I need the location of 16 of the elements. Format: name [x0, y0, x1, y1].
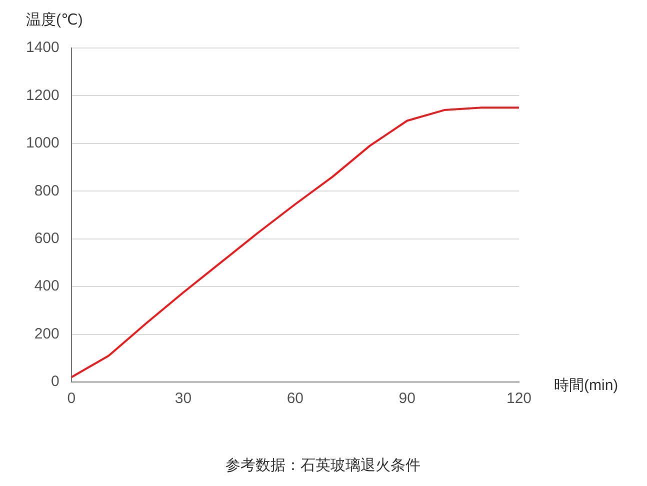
x-axis-title: 時間(min) — [554, 377, 618, 394]
x-tick-label: 120 — [506, 390, 532, 408]
x-tick-label: 60 — [286, 390, 304, 408]
y-tick-label: 1400 — [26, 39, 60, 56]
y-tick-label: 400 — [34, 278, 60, 295]
x-tick-label: 0 — [67, 390, 76, 408]
y-tick-label: 1200 — [26, 86, 60, 104]
y-axis-title: 温度(℃) — [26, 12, 83, 29]
y-tick-label: 800 — [34, 182, 60, 200]
text: 参考数据：石英玻璃退火条件 — [226, 457, 420, 474]
y-tick-label: 1000 — [26, 134, 60, 152]
y-tick-label: 200 — [34, 325, 60, 342]
y-tick-label: 600 — [34, 230, 60, 247]
x-tick-label: 90 — [398, 390, 416, 408]
x-tick-label: 30 — [174, 390, 192, 408]
y-tick-label: 0 — [51, 373, 60, 390]
